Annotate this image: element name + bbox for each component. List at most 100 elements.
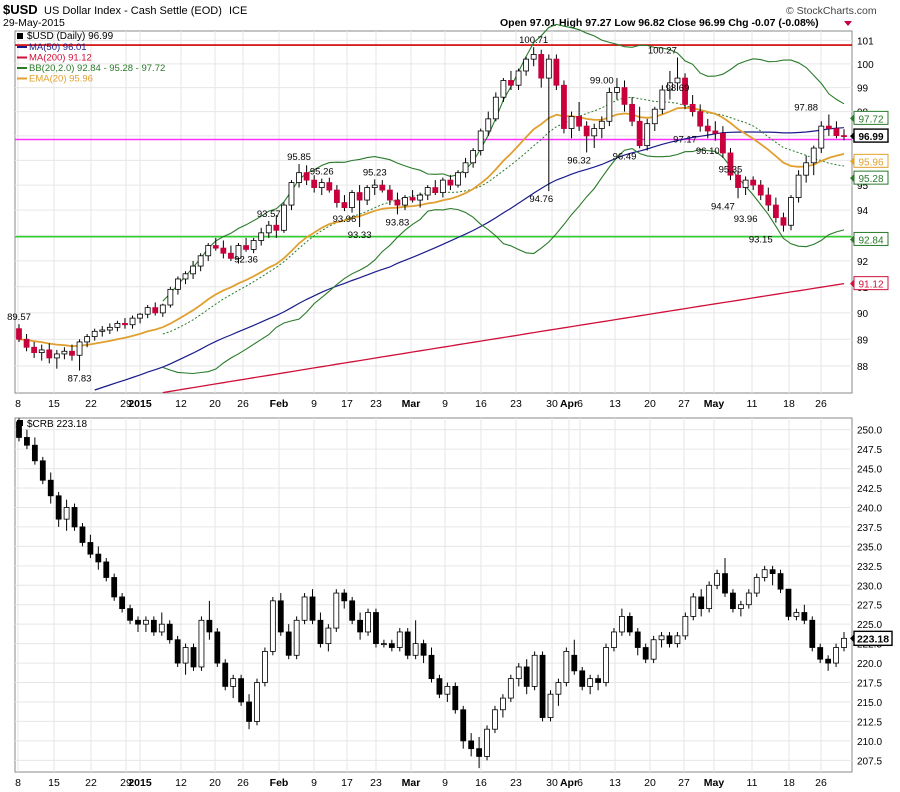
y-tick-label: 245.0: [857, 465, 882, 476]
x-tick-label: 15: [48, 777, 60, 789]
candle-body: [402, 197, 408, 206]
candle-body: [325, 627, 332, 645]
candle-body: [71, 507, 78, 528]
candle-body: [817, 647, 824, 660]
candle-body: [785, 588, 792, 617]
x-tick-label: 26: [237, 398, 249, 410]
x-tick-label: 30: [546, 777, 558, 789]
candle-body: [539, 654, 546, 718]
candle-body: [788, 197, 794, 226]
value-tag-text: 91.12: [858, 280, 883, 291]
candle-body: [326, 182, 333, 191]
candle-body: [373, 612, 379, 645]
x-tick-label: 18: [783, 777, 795, 789]
symbol-name: US Dollar Index - Cash Settle (EOD): [44, 5, 222, 17]
candle-body: [182, 273, 189, 280]
crb-pane: 207.5210.0212.5215.0217.5220.0222.5225.0…: [14, 417, 893, 789]
candle-body: [841, 135, 847, 138]
candle-body: [576, 116, 582, 127]
x-tick-label: 12: [175, 398, 187, 410]
candle-body: [765, 194, 772, 206]
candle-body: [238, 678, 245, 703]
x-tick-label: Mar: [402, 777, 421, 789]
candle-body: [222, 662, 229, 687]
candle-body: [127, 608, 133, 621]
price-label: 94.47: [711, 201, 735, 212]
candle-body: [611, 631, 617, 648]
candle-body: [273, 224, 280, 231]
candle-body: [476, 748, 482, 757]
price-label: 92.36: [234, 255, 258, 266]
price-label: 94.76: [529, 194, 553, 205]
candle-body: [444, 686, 451, 695]
y-tick-label: 215.0: [857, 698, 882, 709]
candle-body: [24, 437, 30, 446]
pane-title: $USD (Daily) 96.99: [27, 31, 114, 42]
x-tick-label: 20: [209, 777, 221, 789]
candle-body: [69, 350, 75, 356]
x-tick-label: 17: [341, 398, 353, 410]
candle-body: [614, 87, 620, 93]
price-label: 93.57: [257, 209, 281, 220]
candle-body: [545, 58, 552, 79]
candle-body: [761, 569, 768, 578]
candle-body: [31, 444, 38, 462]
candle-body: [246, 701, 252, 722]
ema20-line: [18, 106, 845, 348]
candle-body: [137, 313, 144, 319]
candle-body: [455, 172, 461, 186]
candle-body: [809, 619, 816, 648]
candle-body: [114, 323, 121, 328]
price-label: 97.88: [794, 103, 818, 114]
y-tick-label: 225.0: [857, 620, 882, 631]
candle-body: [531, 654, 538, 687]
y-tick-label: 237.5: [857, 523, 882, 534]
candle-body: [714, 573, 720, 586]
y-tick-label: 230.0: [857, 581, 882, 592]
y-tick-label: 210.0: [857, 737, 882, 748]
price-label: 97.17: [673, 135, 697, 146]
candle-body: [379, 184, 386, 191]
value-tag-pointer-icon: [850, 157, 854, 166]
candle-body: [833, 647, 839, 664]
x-tick-label: Apr: [560, 398, 578, 410]
candle-body: [674, 635, 681, 645]
ma200-line: [162, 282, 845, 394]
candle-body: [158, 623, 165, 633]
candle-body: [810, 147, 817, 164]
candle-body: [357, 619, 364, 633]
value-tag-pointer-icon: [850, 174, 854, 183]
candle-body: [650, 639, 657, 660]
candle-body: [269, 600, 276, 652]
x-tick-label: 20: [644, 398, 656, 410]
candle-body: [595, 678, 601, 683]
y-tick-label: 92: [857, 257, 869, 268]
candle-body: [436, 678, 443, 695]
candle-body: [833, 128, 840, 137]
x-tick-label: 6: [577, 398, 583, 410]
legend-entry: MA(200) 91.12: [29, 53, 92, 64]
candle-body: [432, 187, 439, 193]
candle-body: [428, 654, 435, 680]
y-tick-label: 101: [857, 36, 874, 47]
candle-body: [579, 670, 586, 687]
candle-body: [91, 330, 98, 338]
ma50-line: [94, 127, 845, 391]
x-tick-label: 8: [15, 398, 21, 410]
x-tick-label: 27: [678, 777, 690, 789]
candle-body: [682, 77, 688, 105]
candle-body: [470, 150, 477, 164]
value-tag-pointer-icon: [850, 114, 854, 123]
x-tick-label: 18: [783, 398, 795, 410]
candle-body: [119, 596, 126, 610]
ohlc-readout: Open 97.01 High 97.27 Low 96.82 Close 96…: [500, 17, 819, 29]
candle-body: [424, 187, 431, 196]
candle-body: [76, 341, 83, 356]
candle-body: [409, 197, 416, 201]
candle-body: [381, 643, 387, 646]
candle-body: [477, 130, 484, 151]
candle-body: [63, 507, 70, 520]
candle-body: [492, 96, 499, 120]
